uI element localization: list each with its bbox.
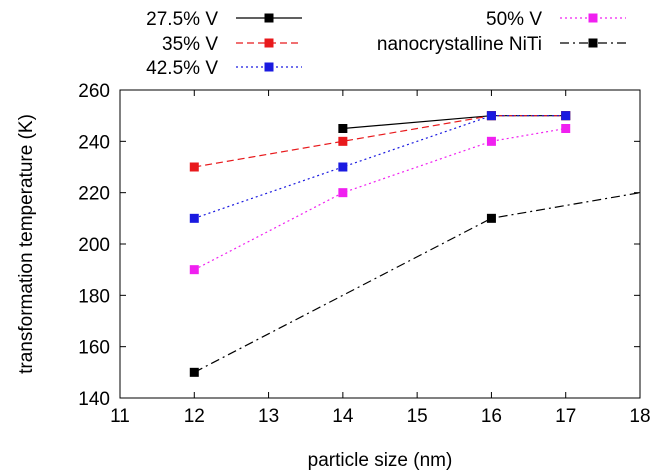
y-tick-label: 160	[78, 338, 110, 359]
legend-item: 27.5% V	[146, 9, 302, 30]
data-point	[338, 124, 348, 133]
legend-label: 50% V	[486, 9, 542, 30]
series-35-v	[189, 111, 571, 172]
plot-series	[189, 111, 641, 377]
legend: 27.5% V 35% V 42.5% V 50% V nanocrystalline …	[146, 9, 626, 79]
legend-marker	[588, 38, 598, 48]
series-line	[194, 192, 641, 373]
data-point	[486, 111, 496, 121]
data-point	[189, 162, 199, 172]
y-tick-label: 200	[78, 235, 110, 256]
plot-frame	[119, 89, 641, 399]
y-tick-label: 140	[78, 389, 110, 410]
x-axis-label: particle size (nm)	[308, 450, 453, 471]
x-tick-label: 12	[184, 406, 205, 427]
series-42-5-v	[189, 111, 571, 223]
data-point	[338, 162, 348, 172]
series-50-v	[189, 124, 571, 275]
data-point	[338, 188, 348, 198]
series-line	[342, 115, 566, 130]
x-tick-label: 18	[629, 406, 650, 427]
series-line	[194, 115, 566, 168]
legend-label: 35% V	[162, 34, 218, 55]
data-point	[486, 213, 496, 223]
y-axis-label: transformation temperature (K)	[16, 114, 37, 374]
legend-marker	[588, 13, 598, 23]
legend-marker	[264, 13, 274, 23]
x-tick-label: 15	[407, 406, 428, 427]
data-point	[189, 265, 199, 275]
legend-item: 50% V	[486, 9, 626, 30]
x-tick-label: 14	[332, 406, 354, 427]
data-point	[189, 367, 199, 377]
series-line	[194, 115, 566, 219]
legend-item: 42.5% V	[146, 58, 302, 79]
series-line	[194, 127, 566, 271]
legend-marker	[264, 38, 274, 48]
data-point	[561, 111, 571, 121]
data-point	[338, 136, 348, 146]
data-point	[189, 213, 199, 223]
y-tick-label: 220	[78, 184, 110, 205]
y-tick-label: 180	[78, 286, 110, 307]
legend-label: 27.5% V	[146, 9, 218, 30]
series-nanocrystalline-niti	[189, 192, 641, 377]
legend-marker	[264, 62, 274, 72]
x-tick-label: 17	[555, 406, 576, 427]
x-tick-label: 11	[110, 406, 130, 427]
legend-label: nanocrystalline NiTi	[377, 34, 542, 55]
data-point	[561, 124, 571, 133]
legend-item: nanocrystalline NiTi	[377, 34, 626, 55]
axis-ticks: 11 12 13 14 15 16 17 18 140 160 180 200 220 240 260	[78, 81, 650, 427]
x-tick-label: 13	[258, 406, 279, 427]
data-point	[486, 136, 496, 146]
x-tick-label: 16	[481, 406, 502, 427]
y-tick-label: 260	[78, 81, 110, 102]
series-27-5-v	[338, 111, 571, 133]
legend-label: 42.5% V	[146, 58, 218, 79]
y-tick-label: 240	[78, 132, 110, 153]
legend-item: 35% V	[162, 34, 302, 55]
